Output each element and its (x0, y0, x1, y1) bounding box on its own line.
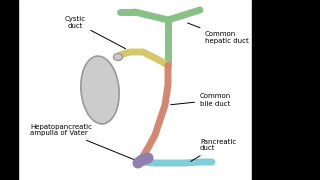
Text: Cystic
duct: Cystic duct (64, 15, 125, 49)
Text: Common
bile duct: Common bile duct (171, 93, 231, 107)
Bar (0, 0, 18, 180)
Bar (252, 0, 320, 180)
Ellipse shape (114, 53, 123, 60)
Ellipse shape (81, 56, 119, 124)
Text: Pancreatic
duct: Pancreatic duct (190, 138, 236, 162)
Text: Common
hepatic duct: Common hepatic duct (188, 23, 249, 44)
Text: Hepatopancreatic
ampulla of Vater: Hepatopancreatic ampulla of Vater (30, 123, 137, 161)
